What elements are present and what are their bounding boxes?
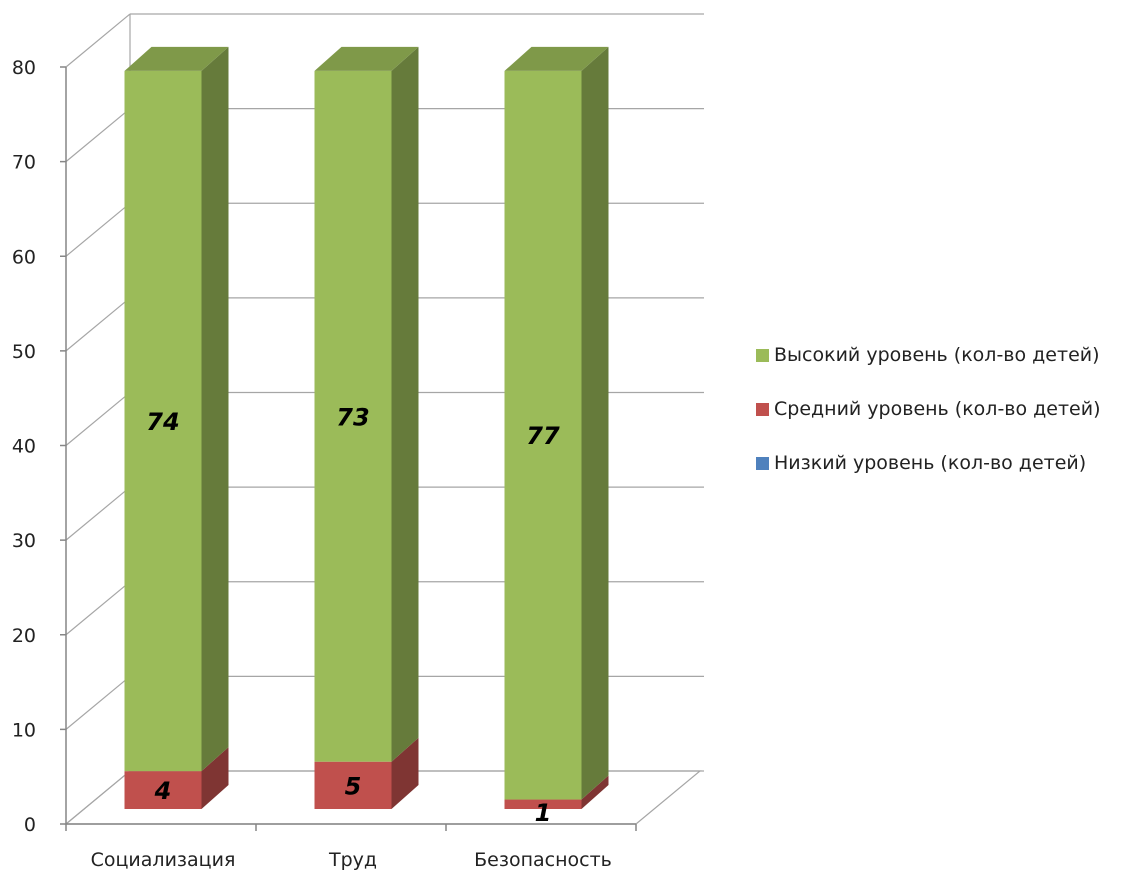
- x-tick-label-0: Социализация: [91, 849, 236, 871]
- data-label-2-series-1: 1: [535, 799, 552, 827]
- x-tick-label-1: Труд: [328, 849, 377, 871]
- bar-2-series-0-side: [581, 46, 609, 800]
- data-label-1-series-1: 5: [345, 772, 362, 800]
- data-label-0-series-1: 4: [154, 777, 172, 805]
- y-tick-label-50: 50: [12, 341, 36, 363]
- bar-0-series-0-side: [201, 46, 229, 772]
- y-tick-label-40: 40: [12, 436, 36, 458]
- grid-diagonal-50: [65, 297, 131, 352]
- legend-label-high: Высокий уровень (кол-во детей): [774, 344, 1100, 366]
- grid-diagonal-80: [65, 13, 131, 68]
- bar-2-series-1: [504, 799, 582, 809]
- y-tick-label-0: 0: [24, 814, 36, 836]
- grid-diagonal-40: [65, 392, 131, 446]
- bar-2-series-0: [504, 70, 582, 800]
- legend-item-low: Низкий уровень (кол-во детей): [752, 448, 1124, 478]
- legend-swatch-high: [756, 349, 769, 362]
- grid-diagonal-70: [65, 108, 131, 163]
- y-tick-label-80: 80: [12, 57, 36, 79]
- grid-diagonal-30: [65, 486, 131, 541]
- data-label-1-series-0: 73: [336, 403, 369, 431]
- y-tick-label-10: 10: [12, 719, 36, 741]
- y-tick-label-30: 30: [12, 530, 36, 552]
- bar-1-series-0: [314, 70, 392, 762]
- grid-diagonal-60: [65, 202, 131, 257]
- legend-label-low: Низкий уровень (кол-во детей): [774, 452, 1087, 474]
- bar-1-series-1: [314, 761, 392, 809]
- data-labels: 4 74 5 73 1 77: [146, 403, 560, 827]
- bar-0-series-1-side: [201, 747, 229, 809]
- y-tick-label-60: 60: [12, 246, 36, 268]
- bar-0-series-0: [124, 70, 202, 772]
- legend: Высокий уровень (кол-во детей) Средний у…: [752, 340, 1124, 478]
- x-tick-label-2: Безопасность: [474, 849, 612, 871]
- axes: 0 10 20 30 40 50 60 70 80 Социализация Труд Безопас…: [12, 57, 637, 871]
- bar-2-series-0-top: [504, 46, 609, 71]
- bar-1-series-0-side: [391, 46, 419, 762]
- bar-0-series-0-top: [124, 46, 229, 71]
- bars: [124, 46, 609, 809]
- legend-item-high: Высокий уровень (кол-во детей): [752, 340, 1124, 370]
- data-label-2-series-0: 77: [526, 422, 560, 450]
- grid-diagonal-10: [65, 675, 131, 730]
- legend-label-medium: Средний уровень (кол-во детей): [774, 398, 1101, 420]
- bar-2-series-1-side: [581, 775, 609, 809]
- data-label-0-series-0: 74: [146, 408, 179, 436]
- legend-swatch-medium: [756, 403, 769, 416]
- bar-0-series-1: [124, 771, 202, 809]
- bar-1-series-0-top: [314, 46, 419, 71]
- grid-diagonal-20: [65, 581, 131, 636]
- y-tick-label-70: 70: [12, 152, 36, 174]
- bar-1-series-1-side: [391, 737, 419, 809]
- legend-item-medium: Средний уровень (кол-во детей): [752, 394, 1124, 424]
- legend-swatch-low: [756, 457, 769, 470]
- y-tick-label-20: 20: [12, 625, 36, 647]
